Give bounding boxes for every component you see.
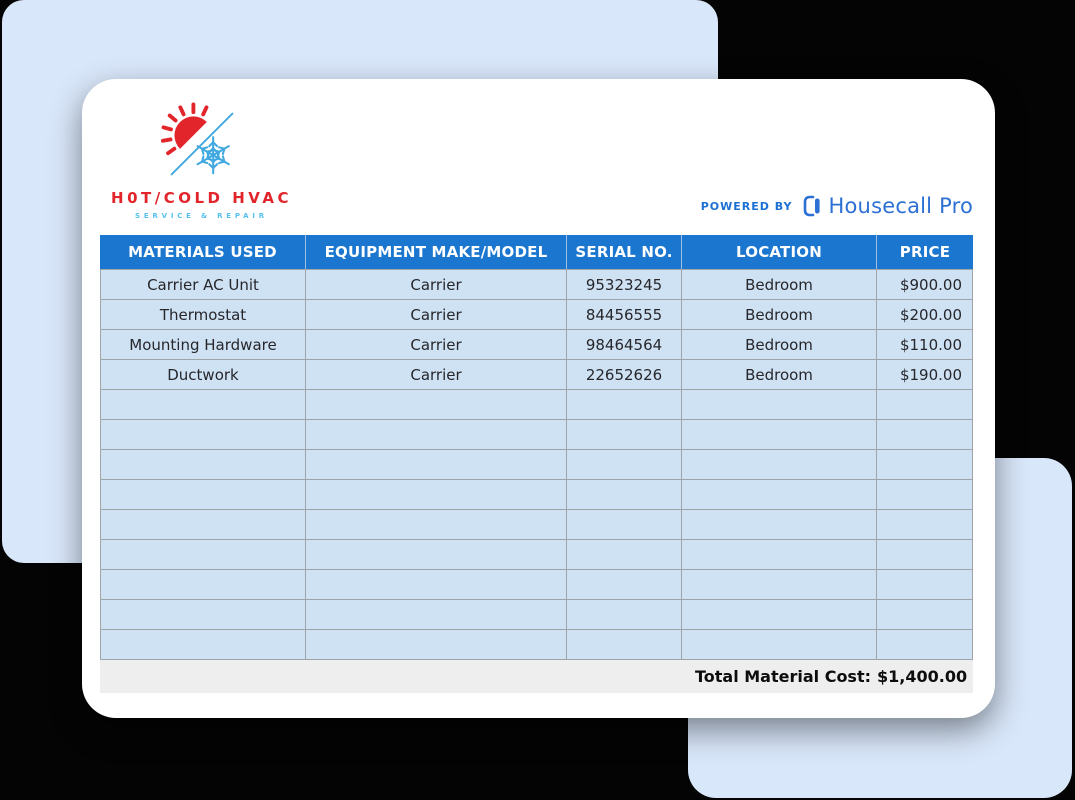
empty-row <box>100 570 973 600</box>
table-row: Thermostat Carrier 84456555 Bedroom $200… <box>100 300 973 330</box>
cell-location: Bedroom <box>682 330 877 359</box>
empty-cell <box>567 570 682 599</box>
empty-cell <box>567 390 682 419</box>
empty-cell <box>567 450 682 479</box>
empty-cell <box>100 630 306 659</box>
empty-cell <box>567 630 682 659</box>
empty-cell <box>306 480 567 509</box>
empty-row <box>100 390 973 420</box>
empty-cell <box>682 600 877 629</box>
empty-cell <box>682 390 877 419</box>
cell-price: $200.00 <box>877 300 973 329</box>
empty-cell <box>877 540 973 569</box>
empty-cell <box>100 600 306 629</box>
empty-row <box>100 450 973 480</box>
empty-row <box>100 630 973 660</box>
sun-snowflake-icon <box>160 102 234 176</box>
cell-serial: 95323245 <box>567 270 682 299</box>
empty-row <box>100 600 973 630</box>
table-row: Carrier AC Unit Carrier 95323245 Bedroom… <box>100 270 973 300</box>
header-equipment-make-model: EQUIPMENT MAKE/MODEL <box>306 235 567 269</box>
empty-cell <box>682 480 877 509</box>
powered-by-brand-name: Housecall Pro <box>828 194 973 218</box>
empty-cell <box>100 420 306 449</box>
company-tagline: SERVICE & REPAIR <box>134 212 268 220</box>
cell-serial: 84456555 <box>567 300 682 329</box>
empty-row <box>100 540 973 570</box>
empty-cell <box>567 540 682 569</box>
empty-cell <box>306 540 567 569</box>
cell-location: Bedroom <box>682 360 877 389</box>
company-logo: H0T/COLD HVAC SERVICE & REPAIR <box>104 101 299 220</box>
materials-table: MATERIALS USED EQUIPMENT MAKE/MODEL SERI… <box>100 235 973 693</box>
materials-sheet-card: H0T/COLD HVAC SERVICE & REPAIR POWERED B… <box>82 79 995 718</box>
empty-row <box>100 420 973 450</box>
empty-cell <box>682 450 877 479</box>
empty-row <box>100 510 973 540</box>
empty-cell <box>567 480 682 509</box>
total-row: Total Material Cost: $1,400.00 <box>100 660 973 693</box>
cell-location: Bedroom <box>682 300 877 329</box>
cell-make-model: Carrier <box>306 300 567 329</box>
cell-make-model: Carrier <box>306 360 567 389</box>
empty-cell <box>877 630 973 659</box>
empty-cell <box>100 480 306 509</box>
empty-cell <box>877 600 973 629</box>
empty-cell <box>877 570 973 599</box>
empty-cell <box>877 510 973 539</box>
housecall-pro-icon <box>803 195 820 217</box>
cell-price: $900.00 <box>877 270 973 299</box>
empty-cell <box>100 570 306 599</box>
empty-cell <box>306 630 567 659</box>
cell-serial: 98464564 <box>567 330 682 359</box>
empty-cell <box>306 570 567 599</box>
total-label: Total Material Cost: <box>694 667 871 686</box>
header-materials-used: MATERIALS USED <box>100 235 306 269</box>
empty-cell <box>567 600 682 629</box>
empty-cell <box>682 630 877 659</box>
cell-price: $190.00 <box>877 360 973 389</box>
empty-cell <box>100 390 306 419</box>
empty-row <box>100 480 973 510</box>
empty-cell <box>306 600 567 629</box>
powered-by-housecall-pro: POWERED BY Housecall Pro <box>701 193 973 219</box>
table-row: Mounting Hardware Carrier 98464564 Bedro… <box>100 330 973 360</box>
cell-material: Carrier AC Unit <box>100 270 306 299</box>
empty-cell <box>567 510 682 539</box>
empty-cell <box>306 450 567 479</box>
header-location: LOCATION <box>682 235 877 269</box>
empty-cell <box>682 420 877 449</box>
empty-cell <box>877 480 973 509</box>
header-price: PRICE <box>899 243 951 261</box>
empty-cell <box>682 510 877 539</box>
total-value: $1,400.00 <box>877 667 968 686</box>
empty-cell <box>877 420 973 449</box>
cell-price: $110.00 <box>877 330 973 359</box>
table-header-row: MATERIALS USED EQUIPMENT MAKE/MODEL SERI… <box>100 235 973 269</box>
table-row: Ductwork Carrier 22652626 Bedroom $190.0… <box>100 360 973 390</box>
empty-cell <box>682 540 877 569</box>
empty-cell <box>100 540 306 569</box>
empty-cell <box>306 390 567 419</box>
cell-location: Bedroom <box>682 270 877 299</box>
cell-make-model: Carrier <box>306 270 567 299</box>
powered-by-label: POWERED BY <box>700 199 793 213</box>
table-body: Carrier AC Unit Carrier 95323245 Bedroom… <box>100 269 973 660</box>
cell-make-model: Carrier <box>306 330 567 359</box>
empty-cell <box>100 450 306 479</box>
empty-cell <box>567 420 682 449</box>
empty-cell <box>306 420 567 449</box>
cell-material: Ductwork <box>100 360 306 389</box>
empty-cell <box>682 570 877 599</box>
header-serial-no: SERIAL NO. <box>567 235 682 269</box>
empty-cell <box>100 510 306 539</box>
cell-material: Mounting Hardware <box>100 330 306 359</box>
cell-material: Thermostat <box>100 300 306 329</box>
empty-cell <box>306 510 567 539</box>
company-name: H0T/COLD HVAC <box>111 189 292 207</box>
empty-cell <box>877 390 973 419</box>
empty-cell <box>877 450 973 479</box>
cell-serial: 22652626 <box>567 360 682 389</box>
